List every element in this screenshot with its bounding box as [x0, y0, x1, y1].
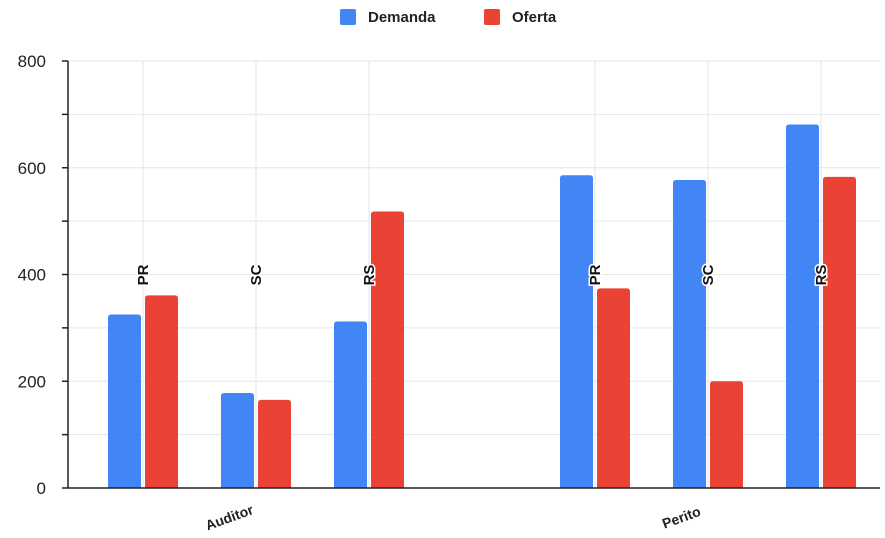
labels: 0 200 400 600 800 PR SC RS PR SC RS Auditor Perito: [18, 52, 832, 533]
bar-demanda-sc: [673, 180, 706, 488]
legend-swatch-oferta: [484, 9, 500, 25]
bar-oferta-pr: [145, 295, 178, 488]
y-tick-label: 0: [37, 479, 46, 498]
legend: Demanda Oferta: [340, 9, 557, 26]
y-tick-label: 800: [18, 52, 46, 71]
bar-demanda-rs: [786, 124, 819, 489]
legend-label-oferta: Oferta: [512, 9, 557, 26]
axes: [62, 60, 880, 489]
state-label-sc: SC: [248, 264, 265, 285]
state-label-rs: RS: [813, 265, 830, 286]
state-label-sc: SC: [700, 264, 717, 285]
state-label-pr: PR: [135, 264, 152, 285]
legend-swatch-demanda: [340, 9, 356, 25]
y-tick-label: 200: [18, 372, 46, 391]
category-label-perito: Perito: [660, 503, 703, 532]
category-label-auditor: Auditor: [203, 501, 256, 533]
bar-demanda-pr: [108, 314, 141, 488]
state-label-pr: PR: [587, 264, 604, 285]
bar-oferta-sc: [710, 381, 743, 488]
y-tick-label: 400: [18, 266, 46, 285]
bars: [108, 124, 856, 489]
bar-oferta-sc: [258, 399, 291, 488]
bar-oferta-rs: [371, 211, 404, 488]
bar-oferta-pr: [597, 288, 630, 488]
grid: [68, 60, 880, 488]
bar-demanda-pr: [560, 175, 593, 488]
state-label-rs: RS: [361, 265, 378, 286]
bar-demanda-rs: [334, 321, 367, 488]
y-tick-label: 600: [18, 159, 46, 178]
legend-label-demanda: Demanda: [368, 9, 436, 26]
bar-oferta-rs: [823, 176, 856, 489]
bar-demanda-sc: [221, 392, 254, 488]
